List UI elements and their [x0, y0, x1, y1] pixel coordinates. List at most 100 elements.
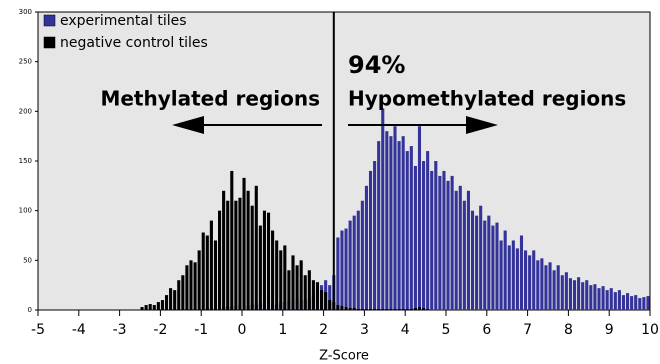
bar — [193, 262, 197, 310]
legend-swatch — [43, 14, 56, 27]
bar — [262, 210, 266, 310]
bar — [426, 151, 430, 310]
bar — [218, 210, 222, 310]
bar — [430, 170, 434, 310]
bar — [613, 292, 617, 310]
bar — [348, 308, 352, 310]
bar — [356, 210, 360, 310]
y-tick-label: 0 — [28, 306, 32, 314]
bar — [544, 265, 548, 310]
bar — [271, 230, 275, 310]
bar — [638, 298, 642, 310]
y-tick-label: 200 — [19, 107, 32, 115]
bar — [621, 295, 626, 310]
bar — [328, 285, 332, 310]
x-tick-label: 3 — [360, 322, 369, 338]
bar — [222, 190, 226, 310]
bar — [446, 180, 450, 310]
bar — [487, 215, 491, 310]
bar — [295, 265, 299, 310]
bar — [475, 215, 479, 310]
bar — [336, 305, 340, 310]
arrow-right — [348, 116, 498, 134]
bar — [242, 177, 246, 310]
bar — [311, 280, 315, 310]
bar — [442, 170, 446, 310]
x-tick-label: 9 — [605, 322, 614, 338]
bar — [344, 307, 348, 310]
bar — [377, 309, 381, 310]
y-tick-label: 100 — [19, 207, 32, 215]
bar — [405, 151, 409, 310]
x-axis-label: Z-Score — [319, 349, 369, 364]
x-tick-label: 7 — [523, 322, 532, 338]
bar — [528, 255, 532, 310]
y-tick-label: 250 — [19, 58, 32, 66]
bar — [466, 190, 470, 310]
legend-swatch — [43, 36, 56, 49]
bar — [226, 200, 230, 310]
bar — [634, 295, 638, 310]
bar — [144, 305, 148, 310]
bar — [197, 250, 201, 310]
bar — [462, 200, 466, 310]
bar — [173, 290, 177, 310]
bar — [597, 288, 601, 310]
bar — [385, 131, 389, 310]
bar — [360, 200, 364, 310]
plot-area — [37, 11, 651, 311]
bar — [303, 275, 307, 310]
bar — [201, 232, 205, 310]
bar — [593, 284, 597, 310]
x-tick-label: -2 — [153, 322, 167, 338]
y-tick-label: 150 — [19, 157, 32, 165]
bar — [458, 185, 462, 310]
bar — [646, 296, 650, 310]
x-tick-label: -5 — [31, 322, 45, 338]
bar — [626, 293, 630, 310]
annotation: Hypomethylated regions — [348, 87, 626, 111]
bar — [152, 305, 156, 310]
bar — [605, 290, 609, 310]
bar — [540, 258, 544, 310]
bar — [560, 275, 564, 310]
bar — [177, 280, 181, 310]
bar — [401, 309, 405, 310]
bar — [409, 309, 413, 310]
bar — [320, 290, 324, 310]
bar — [532, 250, 536, 310]
bar — [381, 309, 385, 310]
bar — [434, 161, 438, 310]
y-tick-label: 300 — [19, 8, 32, 16]
bar — [589, 285, 593, 310]
bar — [470, 210, 475, 310]
bar — [609, 288, 613, 310]
bar — [360, 309, 364, 310]
bar — [364, 185, 368, 310]
bar — [572, 280, 577, 310]
bar — [536, 260, 540, 310]
bar — [181, 275, 185, 310]
bar — [524, 250, 528, 310]
bar — [552, 270, 556, 310]
bar — [368, 309, 373, 310]
bar — [373, 161, 377, 310]
bar — [422, 308, 426, 310]
legend-label: negative control tiles — [60, 35, 208, 51]
bar — [299, 260, 303, 310]
bar — [577, 277, 581, 310]
bar — [389, 136, 393, 310]
x-tick-label: 6 — [482, 322, 491, 338]
bar — [499, 240, 503, 310]
bar — [368, 170, 373, 310]
arrow-left — [172, 116, 322, 134]
bar — [393, 309, 397, 310]
bar — [397, 141, 401, 310]
bar — [556, 265, 560, 310]
bar — [381, 108, 385, 310]
bar — [405, 309, 409, 310]
bar — [340, 230, 344, 310]
bar — [581, 282, 585, 310]
bar — [417, 307, 422, 310]
x-tick-label: -1 — [194, 322, 208, 338]
